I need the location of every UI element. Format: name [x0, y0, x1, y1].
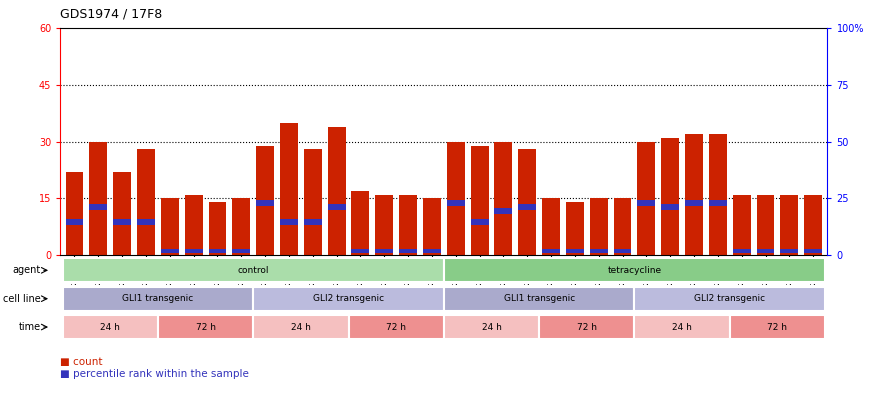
Bar	[327, 127, 345, 255]
Text: GLI1 transgenic: GLI1 transgenic	[122, 294, 194, 303]
Bar	[89, 204, 107, 210]
Text: agent: agent	[12, 265, 41, 275]
Text: GLI2 transgenic: GLI2 transgenic	[694, 294, 766, 303]
Bar	[757, 195, 774, 255]
FancyBboxPatch shape	[349, 315, 444, 339]
Bar	[566, 202, 584, 255]
Bar	[280, 123, 298, 255]
Bar	[661, 204, 679, 210]
Bar	[471, 219, 489, 225]
Text: 72 h: 72 h	[386, 322, 406, 332]
Bar	[137, 149, 155, 255]
Bar	[471, 145, 489, 255]
Text: ■ count: ■ count	[60, 356, 103, 367]
Bar	[256, 200, 274, 206]
Bar	[256, 145, 274, 255]
Bar	[685, 134, 703, 255]
Bar	[613, 249, 632, 253]
Text: control: control	[237, 266, 269, 275]
Text: 24 h: 24 h	[673, 322, 692, 332]
Bar	[304, 219, 322, 225]
Bar	[447, 142, 465, 255]
Bar	[781, 195, 798, 255]
Text: time: time	[19, 322, 41, 332]
Bar	[709, 134, 727, 255]
Bar	[543, 249, 560, 253]
Bar	[351, 249, 369, 253]
FancyBboxPatch shape	[539, 315, 635, 339]
Text: ■ percentile rank within the sample: ■ percentile rank within the sample	[60, 369, 249, 379]
Bar	[65, 219, 83, 225]
FancyBboxPatch shape	[444, 315, 539, 339]
Bar	[304, 149, 322, 255]
Bar	[209, 202, 227, 255]
Bar	[137, 219, 155, 225]
Bar	[423, 198, 441, 255]
Bar	[757, 249, 774, 253]
Bar	[185, 249, 203, 253]
Text: tetracycline: tetracycline	[607, 266, 661, 275]
Text: GLI2 transgenic: GLI2 transgenic	[313, 294, 384, 303]
Bar	[589, 249, 608, 253]
Bar	[209, 249, 227, 253]
Bar	[589, 198, 608, 255]
Bar	[519, 149, 536, 255]
Bar	[280, 219, 298, 225]
FancyBboxPatch shape	[63, 258, 444, 282]
Text: 24 h: 24 h	[481, 322, 502, 332]
Bar	[185, 195, 203, 255]
FancyBboxPatch shape	[635, 315, 730, 339]
Bar	[495, 142, 512, 255]
Text: 24 h: 24 h	[291, 322, 311, 332]
FancyBboxPatch shape	[158, 315, 253, 339]
Text: 72 h: 72 h	[577, 322, 596, 332]
Bar	[781, 249, 798, 253]
Text: 72 h: 72 h	[767, 322, 788, 332]
Bar	[399, 249, 417, 253]
Bar	[709, 200, 727, 206]
Bar	[351, 191, 369, 255]
Bar	[685, 200, 703, 206]
Bar	[804, 249, 822, 253]
FancyBboxPatch shape	[63, 315, 158, 339]
FancyBboxPatch shape	[444, 287, 635, 311]
FancyBboxPatch shape	[253, 315, 349, 339]
FancyBboxPatch shape	[635, 287, 825, 311]
Bar	[637, 200, 655, 206]
Bar	[637, 142, 655, 255]
Bar	[519, 204, 536, 210]
Bar	[733, 195, 750, 255]
Bar	[804, 195, 822, 255]
FancyBboxPatch shape	[730, 315, 825, 339]
Text: 72 h: 72 h	[196, 322, 216, 332]
Bar	[233, 249, 250, 253]
Bar	[113, 219, 131, 225]
Bar	[733, 249, 750, 253]
Bar	[661, 138, 679, 255]
Bar	[375, 195, 393, 255]
Bar	[613, 198, 632, 255]
Bar	[65, 172, 83, 255]
Bar	[399, 195, 417, 255]
Bar	[447, 200, 465, 206]
Bar	[89, 142, 107, 255]
Bar	[375, 249, 393, 253]
FancyBboxPatch shape	[253, 287, 444, 311]
Text: GDS1974 / 17F8: GDS1974 / 17F8	[60, 7, 163, 20]
Bar	[423, 249, 441, 253]
Bar	[60, 255, 827, 405]
Text: cell line: cell line	[4, 294, 41, 304]
Bar	[327, 204, 345, 210]
Bar	[161, 249, 179, 253]
Bar	[113, 172, 131, 255]
Bar	[495, 208, 512, 213]
Bar	[543, 198, 560, 255]
Text: 24 h: 24 h	[100, 322, 120, 332]
FancyBboxPatch shape	[63, 287, 253, 311]
Bar	[566, 249, 584, 253]
Bar	[233, 198, 250, 255]
FancyBboxPatch shape	[444, 258, 825, 282]
Bar	[161, 198, 179, 255]
Text: GLI1 transgenic: GLI1 transgenic	[504, 294, 574, 303]
